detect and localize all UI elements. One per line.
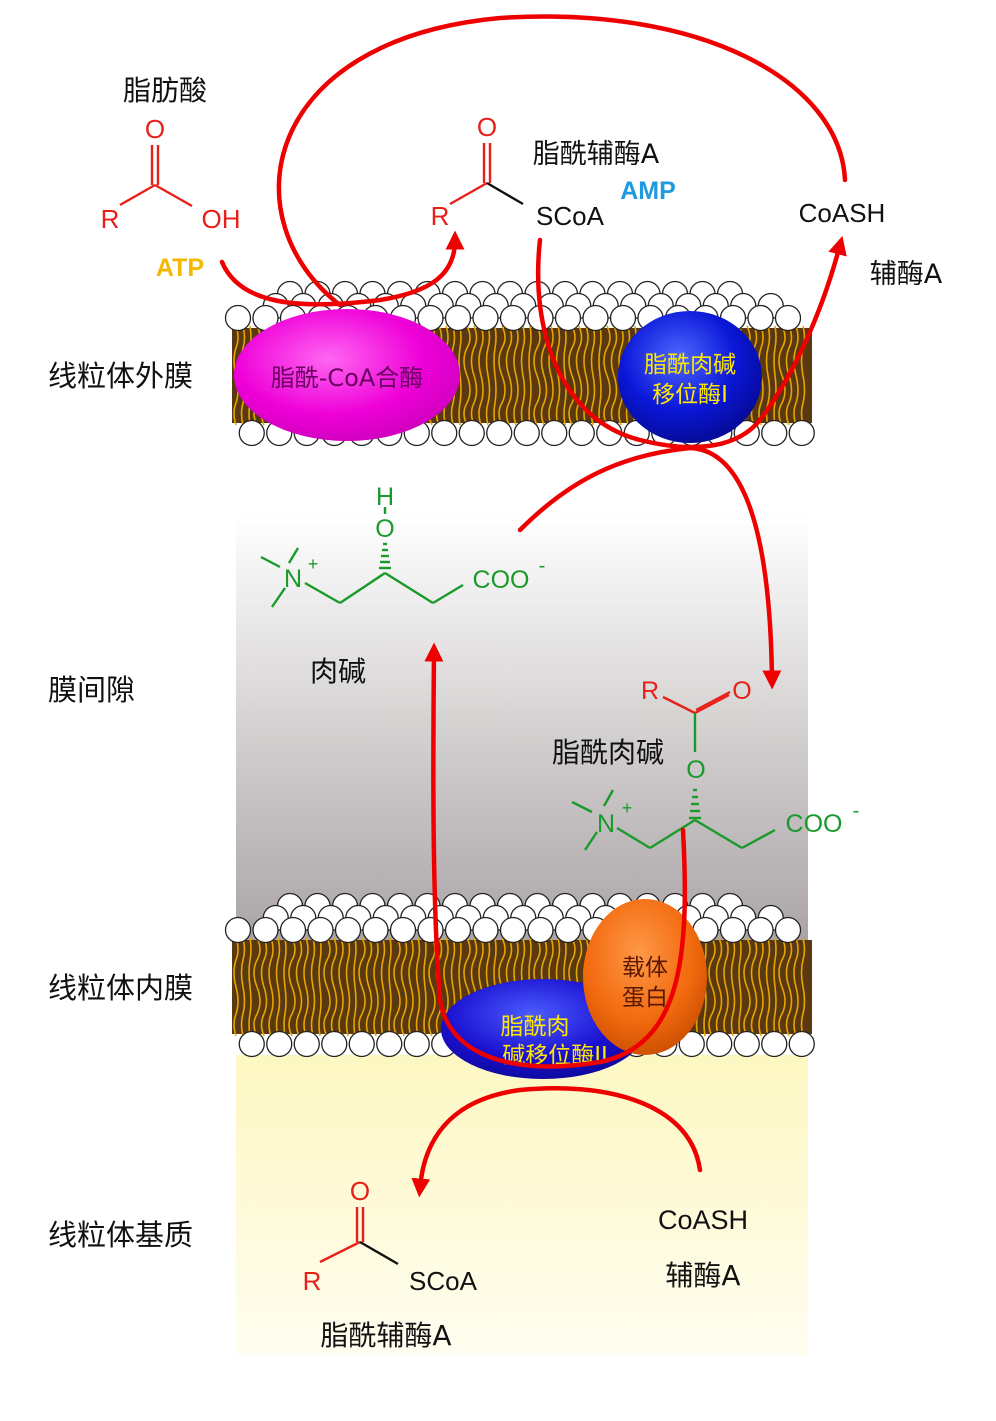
cpt1-label-line1: 脂酰肉碱 <box>644 352 736 378</box>
coash-top-name: 辅酶A <box>870 259 943 290</box>
intermembrane-space-label: 膜间隙 <box>48 673 135 707</box>
acyl-coa-top-o: O <box>477 112 497 142</box>
acylcarnitine-coo: COO <box>786 810 843 838</box>
acylcarnitine-carbonyl-o: O <box>732 677 751 705</box>
acyl-coa-top-scoa: SCoA <box>536 201 605 231</box>
acylcarnitine-n: N <box>597 810 615 838</box>
fatty-acid-bonds <box>119 145 193 208</box>
carrier-protein-enzyme <box>583 899 707 1055</box>
inner-membrane-transfer-arrow <box>424 642 688 1069</box>
acylcarnitine-r: R <box>641 677 659 705</box>
acyl-coa-matrix-scoa: SCoA <box>409 1266 478 1296</box>
carnitine-plus: + <box>308 554 319 574</box>
acyl-coa-matrix-r: R <box>303 1266 322 1296</box>
carnitine-o: O <box>375 515 394 543</box>
reaction-arrows <box>219 14 848 1198</box>
coash-matrix-formula: CoASH <box>658 1205 748 1235</box>
carnitine-minus: - <box>539 555 546 577</box>
acyl-coa-synthetase-label: 脂酰-CoA合酶 <box>271 364 424 392</box>
cpt1-enzyme <box>618 311 762 443</box>
outer-membrane-label: 线粒体外膜 <box>48 359 193 393</box>
acyl-coa-matrix-name: 脂酰辅酶A <box>320 1319 451 1352</box>
acyl-coa-top-bonds <box>449 143 524 206</box>
matrix-label: 线粒体基质 <box>48 1218 193 1252</box>
fatty-acid-name: 脂肪酸 <box>123 74 207 107</box>
atp-label: ATP <box>156 254 204 282</box>
acyl-coa-top-r: R <box>431 201 450 231</box>
carrier-protein-label-line1: 载体 <box>622 955 668 981</box>
carnitine-coo: COO <box>473 566 530 594</box>
fatty-acid-r: R <box>101 204 120 234</box>
acyl-coa-synthetase-enzyme <box>234 309 460 441</box>
coash-matrix-name: 辅酶A <box>665 1259 740 1292</box>
acyl-coa-matrix-o: O <box>350 1176 370 1206</box>
atp-activation-arrow <box>219 230 465 307</box>
inner-membrane-label: 线粒体内膜 <box>48 971 193 1005</box>
fatty-acid-oh: OH <box>202 204 241 234</box>
acylcarnitine-acyl-bonds <box>662 690 731 715</box>
acylcarnitine-bonds <box>571 713 776 851</box>
carnitine-name: 肉碱 <box>310 655 366 688</box>
carrier-protein-label-line2: 蛋白 <box>622 985 668 1011</box>
coash-top-formula: CoASH <box>799 198 886 228</box>
acyl-coa-matrix-bonds <box>319 1207 399 1266</box>
acylcarnitine-plus: + <box>622 798 633 818</box>
carnitine-bonds <box>260 507 464 608</box>
amp-label: AMP <box>620 177 676 205</box>
fatty-acid-o: O <box>145 114 165 144</box>
matrix-background <box>236 1055 808 1355</box>
intermembrane-space-background <box>236 515 808 945</box>
acyl-transfer-cpt1-arrow <box>535 235 847 450</box>
acylcarnitine-ester-o: O <box>686 756 705 784</box>
acylcarnitine-minus: - <box>853 800 860 822</box>
acylcarnitine-name: 脂酰肉碱 <box>552 736 664 769</box>
coa-recycle-loop-arrow <box>276 14 848 308</box>
carnitine-entry-arrow <box>517 445 782 690</box>
cpt1-label-line2: 移位酶I <box>652 382 728 408</box>
cpt2-label-line1: 脂酰肉 <box>501 1014 570 1040</box>
coa-matrix-arrow <box>411 1086 703 1198</box>
carnitine-n: N <box>284 565 302 593</box>
acyl-coa-top-name: 脂酰辅酶A <box>533 139 660 170</box>
carnitine-h: H <box>376 483 394 511</box>
